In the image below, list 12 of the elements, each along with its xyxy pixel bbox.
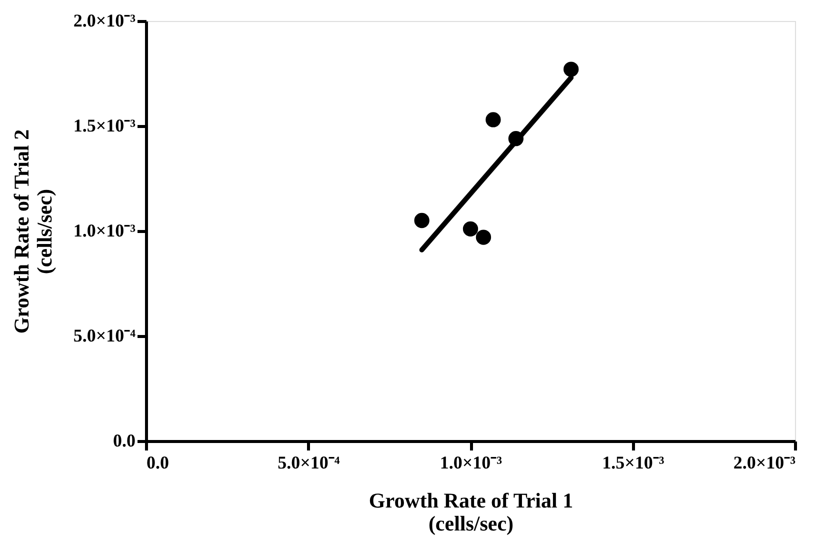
y-tick-label: 5.0×10⁻⁴ (73, 326, 136, 346)
y-axis-title: Growth Rate of Trial 2 (cells/sec) (9, 129, 56, 334)
y-tick-label: 1.0×10⁻³ (73, 220, 136, 240)
y-tick-label: 0.0 (113, 430, 136, 450)
y-tick-label: 2.0×10⁻³ (73, 10, 136, 30)
x-tick-label: 0.0 (146, 452, 169, 472)
x-axis-title: Growth Rate of Trial 1 (cells/sec) (368, 488, 574, 536)
x-tick-label: 5.0×10⁻⁴ (278, 452, 340, 472)
y-tick-label: 1.5×10⁻³ (73, 116, 136, 136)
x-tick-label: 2.0×10⁻³ (733, 452, 796, 472)
x-tick-label: 1.0×10⁻³ (440, 452, 503, 472)
x-tick-label: 1.5×10⁻³ (602, 452, 665, 472)
